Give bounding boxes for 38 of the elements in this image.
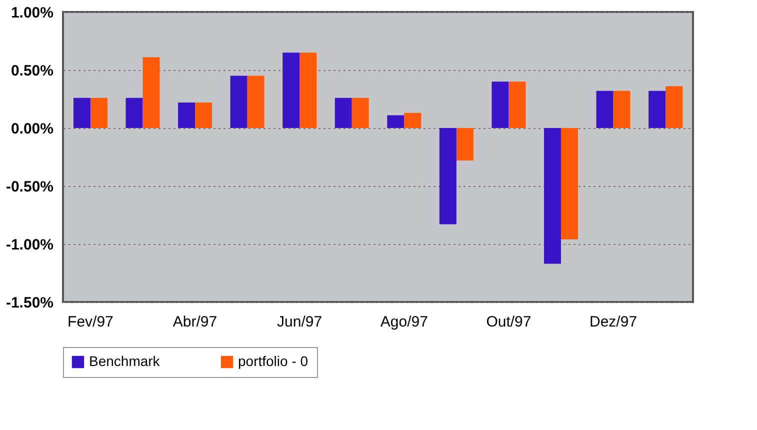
bar — [195, 102, 212, 128]
bar — [456, 128, 474, 160]
bar — [544, 128, 561, 264]
bar — [230, 76, 248, 128]
bar — [178, 102, 196, 128]
bar — [73, 98, 90, 128]
x-tick-label: Ago/97 — [380, 314, 428, 330]
x-tick-label: Out/97 — [486, 314, 532, 330]
bar — [596, 90, 614, 128]
y-tick-label: -1.00% — [6, 236, 54, 254]
bar — [282, 52, 300, 128]
x-tick-label: Fev/97 — [68, 314, 114, 330]
y-tick-label: 1.00% — [10, 4, 54, 22]
y-tick-label: 0.00% — [10, 120, 54, 138]
bar — [492, 82, 509, 128]
bar — [90, 98, 108, 128]
bar — [666, 86, 683, 128]
bar — [334, 98, 352, 128]
bar — [404, 112, 422, 128]
bar — [352, 98, 369, 128]
x-tick-label: Jun/97 — [277, 314, 322, 330]
bar — [387, 115, 404, 128]
legend-label: Benchmark — [89, 353, 161, 369]
bar — [439, 128, 456, 224]
x-tick-label: Dez/97 — [590, 314, 638, 330]
legend-label: portfolio - 0 — [238, 353, 308, 369]
y-tick-label: 0.50% — [10, 62, 54, 80]
y-tick-label: -1.50% — [6, 294, 54, 312]
y-tick-label: -0.50% — [6, 178, 54, 196]
bar — [560, 128, 578, 240]
bar — [247, 76, 264, 128]
bar — [613, 90, 630, 128]
bar — [300, 52, 317, 128]
bar — [142, 57, 160, 128]
bar — [126, 98, 143, 128]
bar — [508, 82, 526, 128]
bar — [648, 90, 666, 128]
x-tick-label: Abr/97 — [172, 314, 218, 330]
